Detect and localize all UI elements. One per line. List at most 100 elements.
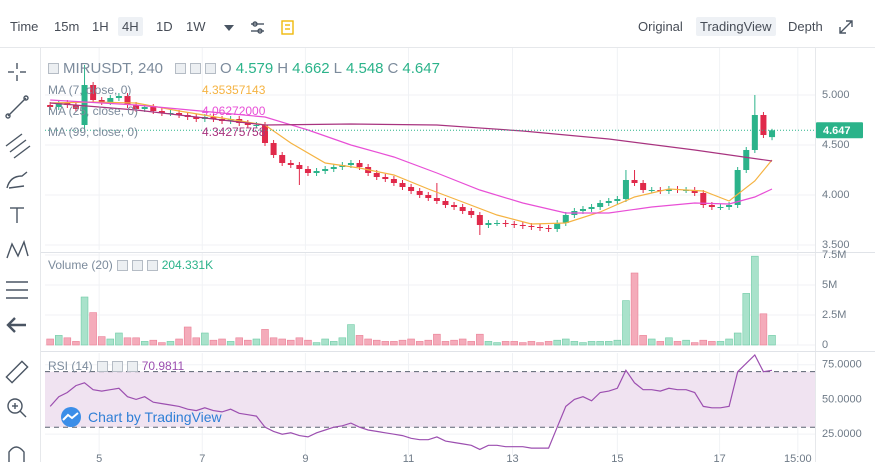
view-button[interactable]: TradingView (696, 17, 776, 36)
legend-icon[interactable] (131, 259, 143, 271)
legend-icon[interactable] (205, 63, 217, 74)
candle-body (270, 143, 277, 155)
back-arrow[interactable] (6, 317, 26, 333)
legend-icon[interactable] (146, 259, 158, 271)
candle-body (55, 103, 62, 107)
candle-body (476, 215, 483, 225)
legend-icon[interactable] (111, 360, 123, 372)
dropdown-arrow[interactable] (224, 25, 234, 31)
measure-tool[interactable] (6, 281, 28, 299)
interval-button[interactable]: 4H (118, 17, 143, 36)
legend-icon[interactable] (96, 360, 108, 372)
ma-name: MA (99, close, 0) (48, 125, 139, 139)
ohlc-label: L (333, 60, 342, 77)
candle-body (708, 205, 715, 207)
candle-body (72, 105, 79, 109)
candle-body (356, 163, 363, 167)
legend-icon[interactable] (175, 63, 187, 74)
legend-icon[interactable] (190, 63, 202, 74)
volume-bar (570, 341, 579, 346)
zoom-tool[interactable] (7, 398, 27, 418)
volume-bar (527, 341, 536, 346)
view-button[interactable]: Depth (788, 19, 823, 34)
candle-body (760, 115, 767, 135)
candle-body (433, 198, 440, 201)
watermark-logo (61, 407, 81, 427)
ohlc-value: 4.579 (235, 60, 274, 77)
candle-body (665, 189, 672, 191)
ruler-tool[interactable] (5, 360, 29, 384)
line-tool[interactable] (5, 95, 29, 119)
candle-body (451, 205, 458, 207)
volume-bar (656, 341, 665, 346)
candle-body (373, 173, 380, 177)
text-tool[interactable] (10, 207, 24, 223)
legend-icon[interactable] (116, 259, 128, 271)
pattern-tool[interactable] (6, 239, 29, 259)
candle-body (536, 227, 544, 228)
candle-body (313, 171, 320, 173)
y-tick-label: 0 (822, 339, 828, 351)
volume-bar (381, 341, 390, 346)
ma-legend-row: MA (99, close, 0) 4.34275758 (48, 125, 265, 139)
volume-bar (544, 341, 553, 346)
fullscreen-icon[interactable] (839, 20, 853, 34)
volume-bar (115, 332, 123, 346)
interval-button[interactable]: 1D (156, 19, 173, 34)
volume-bar (295, 337, 304, 346)
y-tick-label: 25.0000 (822, 428, 862, 440)
volume-bar (476, 333, 484, 346)
symbol-title: MIRUSDT, 240 (63, 60, 164, 77)
volume-bar (682, 339, 690, 346)
ma-name: MA (7, close, 0) (48, 83, 132, 97)
candle-body (253, 125, 260, 126)
candle-body (605, 201, 612, 203)
legend-icon[interactable] (126, 360, 138, 372)
volume-legend: Volume (20) 204.331K (48, 258, 213, 272)
view-button[interactable]: Original (638, 19, 683, 34)
interval-button[interactable]: 1W (186, 19, 206, 34)
brush-tool[interactable] (6, 171, 28, 189)
candle-body (408, 187, 415, 191)
volume-bar (751, 255, 759, 346)
volume-bar (501, 341, 510, 346)
volume-bar (415, 341, 424, 346)
ma-value: 4.35357143 (202, 83, 266, 97)
interval-button[interactable]: Time (10, 19, 39, 34)
collapse-icon[interactable] (48, 63, 59, 74)
indicator-icon[interactable] (281, 20, 294, 35)
volume-bar (347, 324, 355, 346)
volume-bar (630, 272, 639, 346)
x-tick-label: 13 (506, 453, 518, 462)
ma-value: 4.06272000 (202, 104, 266, 118)
ohlc-value: 4.662 (292, 60, 330, 77)
ohlc-value: 4.548 (345, 60, 384, 77)
candle-body (691, 190, 698, 193)
settings-icon[interactable] (251, 21, 264, 34)
interval-button[interactable]: 15m (54, 19, 80, 34)
volume-bar (278, 338, 286, 346)
candle-body (631, 180, 638, 183)
candle-body (261, 125, 269, 143)
crosshair-tool[interactable] (8, 63, 26, 81)
candle-body (597, 203, 604, 207)
magnet-tool[interactable] (8, 446, 25, 462)
volume-bar (519, 342, 527, 346)
volume-bar (330, 341, 338, 346)
candle-body (98, 100, 105, 102)
volume-bar (553, 339, 561, 346)
volume-bar (733, 332, 742, 346)
candle-body (502, 223, 509, 224)
volume-bar (55, 335, 63, 346)
candle-body (90, 85, 97, 100)
candle-body (193, 117, 200, 119)
volume-bar (372, 339, 381, 346)
watermark[interactable]: Chart by TradingView (58, 407, 222, 427)
candle-body (115, 96, 122, 98)
channel-tool[interactable] (5, 133, 31, 159)
volume-bar (622, 300, 630, 346)
interval-button[interactable]: 1H (92, 19, 109, 34)
ma-legend-row: MA (25, close, 0) 4.06272000 (48, 104, 265, 118)
volume-bar (321, 338, 329, 346)
